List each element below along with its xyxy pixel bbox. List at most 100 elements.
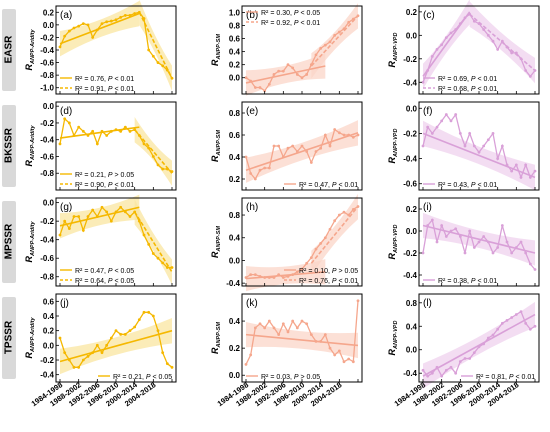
data-point: [267, 82, 271, 86]
data-point: [291, 319, 295, 323]
data-point: [328, 144, 332, 148]
data-point: [263, 326, 267, 330]
y-tick-label: 0.2: [229, 175, 241, 184]
y-axis-label: RANPP-VPD: [387, 225, 399, 260]
y-tick-label: -0.4: [403, 155, 417, 164]
panel-h: -0.4 0.0 0.4 0.8 RANPP-SM (h) R² = 0.10, P > 0…: [210, 193, 363, 292]
y-tick-label: 0.4: [229, 48, 241, 57]
data-point: [156, 163, 160, 167]
data-point: [500, 144, 504, 148]
data-point: [63, 219, 67, 223]
data-point: [295, 326, 299, 330]
data-point: [119, 129, 123, 133]
row-label: EASR: [3, 35, 15, 64]
data-point: [72, 215, 76, 218]
row-label-box: [2, 201, 16, 283]
data-point: [309, 333, 313, 337]
y-axis-label: RANPP-Aridity: [24, 221, 36, 263]
data-point: [151, 155, 155, 158]
fit-line-solid: [245, 271, 326, 280]
data-point: [533, 268, 537, 271]
panel-label: (f): [423, 106, 432, 117]
data-point: [458, 132, 462, 135]
data-point: [123, 125, 127, 129]
data-point: [277, 69, 281, 73]
data-point: [91, 36, 95, 39]
y-axis-label: RANPP-SM: [210, 130, 222, 162]
data-point: [533, 324, 537, 328]
data-point: [72, 26, 76, 30]
data-point: [72, 365, 76, 369]
data-point: [156, 61, 160, 64]
data-point: [253, 273, 257, 277]
row-label: MPSSR: [3, 223, 15, 260]
y-tick-label: 0.6: [43, 297, 55, 306]
data-point: [147, 310, 151, 314]
legend-text: R² = 0.68, P < 0.01: [438, 86, 497, 93]
panel-j: -0.4 -0.2 0.0 0.2 0.4 0.6 RANPP-Aridity (j) R² =…: [24, 293, 177, 408]
data-point: [58, 336, 62, 340]
data-point: [100, 22, 104, 25]
data-point: [249, 353, 253, 357]
data-point: [128, 329, 132, 333]
data-point: [81, 129, 85, 133]
legend-text: R² = 0.38, P < 0.01: [438, 278, 497, 285]
data-point: [109, 19, 113, 23]
data-point: [253, 326, 257, 330]
data-point: [314, 247, 318, 251]
data-point: [435, 48, 439, 51]
data-point: [328, 346, 332, 350]
data-point: [528, 262, 532, 266]
data-point: [58, 45, 62, 49]
data-point: [105, 20, 109, 24]
data-point: [421, 368, 425, 372]
y-axis-label: RANPP-SM: [210, 322, 222, 354]
data-point: [281, 276, 285, 279]
data-point: [86, 215, 90, 218]
data-point: [337, 213, 341, 217]
fit-line-solid: [245, 333, 359, 347]
data-point: [295, 270, 299, 274]
y-tick-label: -0.8: [40, 273, 54, 282]
data-point: [328, 227, 332, 231]
panel-c: -0.4 -0.2 0.0 0.2 RANPP-VPD (c) R² = 0.69, P <…: [387, 0, 540, 95]
y-tick-label: 0.6: [229, 35, 241, 44]
data-point: [323, 133, 327, 137]
data-point: [133, 325, 137, 329]
y-tick-label: -0.4: [403, 78, 417, 87]
data-point: [514, 163, 518, 167]
data-point: [291, 144, 295, 148]
data-point: [105, 210, 109, 214]
data-point: [267, 319, 271, 323]
data-point: [519, 240, 523, 244]
y-tick-label: 0.0: [229, 371, 241, 380]
y-tick-label: -0.2: [403, 129, 417, 138]
y-tick-label: 0.8: [229, 109, 241, 118]
data-point: [123, 332, 127, 336]
y-axis-label: RANPP-SM: [210, 226, 222, 258]
panel-label: (e): [246, 106, 258, 117]
y-axis-label: RANPP-VPD: [387, 33, 399, 68]
panel-label: (j): [60, 298, 69, 309]
data-point: [430, 55, 434, 58]
data-point: [244, 155, 248, 159]
data-point: [281, 322, 285, 326]
data-point: [319, 242, 323, 245]
panel-label: (a): [60, 10, 72, 21]
data-point: [510, 51, 514, 55]
data-point: [81, 229, 85, 232]
y-axis-label: RANPP-VPD: [387, 129, 399, 164]
fit-line-solid: [59, 206, 140, 227]
data-point: [253, 86, 257, 89]
data-point: [449, 365, 453, 369]
data-point: [435, 125, 439, 129]
y-tick-label: 0.0: [406, 31, 418, 40]
legend-text: R² = 0.43, P < 0.01: [438, 182, 497, 189]
data-point: [323, 236, 327, 240]
y-tick-label: 0.4: [229, 153, 241, 162]
data-point: [272, 73, 276, 76]
fit-line-solid: [245, 65, 326, 84]
data-point: [300, 144, 304, 148]
y-tick-label: -0.6: [40, 59, 54, 68]
data-point: [67, 121, 71, 125]
